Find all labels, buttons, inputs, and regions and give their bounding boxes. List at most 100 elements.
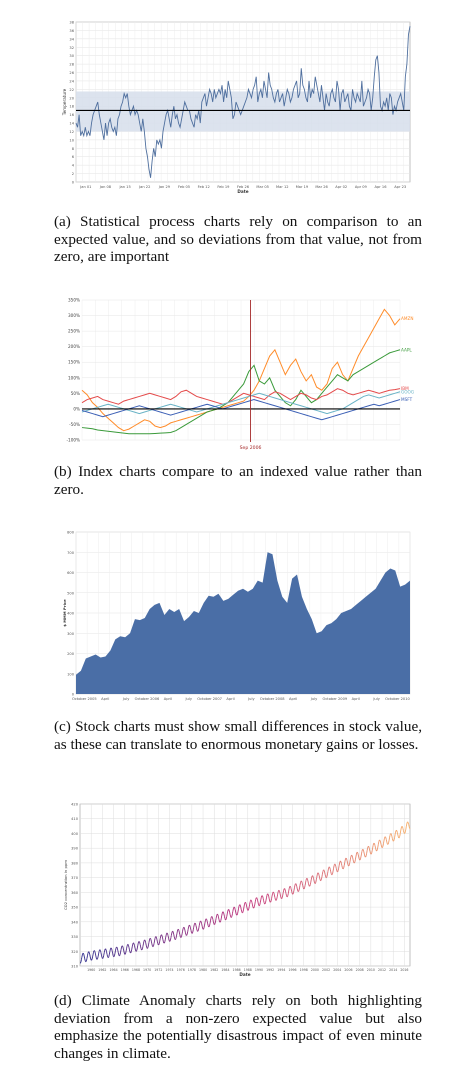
price-area bbox=[76, 552, 410, 694]
x-tick-label: April bbox=[164, 697, 172, 701]
x-tick-label: 1982 bbox=[210, 968, 218, 972]
y-tick-label: 20 bbox=[69, 96, 74, 100]
y-tick-label: 300% bbox=[68, 313, 80, 318]
series-label-goog: GOOG bbox=[401, 389, 414, 394]
y-tick-label: 150% bbox=[68, 360, 80, 365]
x-tick-label: April bbox=[352, 697, 360, 701]
y-tick-label: 0 bbox=[72, 693, 75, 697]
y-tick-label: 400 bbox=[71, 832, 79, 836]
series-label-aapl: AAPL bbox=[401, 347, 412, 352]
x-tick-label: 2004 bbox=[333, 968, 341, 972]
x-tick-label: April bbox=[226, 697, 234, 701]
x-tick-label: October 2006 bbox=[135, 697, 160, 701]
y-tick-label: 350 bbox=[71, 906, 79, 910]
x-tick-label: 1978 bbox=[188, 968, 196, 972]
y-tick-label: 350% bbox=[68, 298, 80, 303]
y-tick-label: 0 bbox=[72, 181, 75, 185]
series-label-amzn: AMZN bbox=[401, 316, 413, 321]
x-tick-label: 1986 bbox=[233, 968, 241, 972]
y-tick-label: 30 bbox=[69, 54, 74, 58]
y-tick-label: 370 bbox=[71, 876, 79, 880]
x-tick-label: 2008 bbox=[356, 968, 364, 972]
x-tick-label: Mar 05 bbox=[256, 185, 269, 189]
chart-c: 0 100 200 300 400 500 600 700 800 October 2005 Apr… bbox=[62, 531, 411, 702]
y-tick-label: 100 bbox=[67, 672, 75, 676]
y-tick-label: 310 bbox=[71, 965, 79, 969]
y-tick-label: 100% bbox=[68, 375, 80, 380]
x-tick-label: October 2007 bbox=[197, 697, 222, 701]
y-axis-title: Temperature bbox=[62, 88, 67, 116]
y-tick-label: 2 bbox=[72, 172, 74, 176]
x-tick-label: Apr 09 bbox=[355, 185, 368, 189]
y-tick-label: 38 bbox=[69, 21, 74, 25]
series-line-aapl bbox=[81, 349, 401, 435]
x-tick-label: Jan 29 bbox=[158, 185, 171, 189]
x-tick-label: 2000 bbox=[311, 968, 319, 972]
x-tick-label: Feb 26 bbox=[237, 185, 250, 189]
y-tick-label: 600 bbox=[67, 571, 75, 575]
x-axis-title: Date bbox=[237, 189, 248, 194]
series-line-ibm bbox=[81, 388, 401, 405]
y-tick-label: 4 bbox=[72, 164, 75, 168]
caption-b: (b) Index charts compare to an indexed v… bbox=[54, 463, 422, 498]
x-tick-label: 1980 bbox=[199, 968, 207, 972]
x-tick-label: 1988 bbox=[244, 968, 252, 972]
y-tick-label: 410 bbox=[71, 817, 79, 821]
series-line-goog bbox=[81, 391, 401, 415]
x-tick-label: October 2009 bbox=[323, 697, 348, 701]
x-tick-label: 2002 bbox=[322, 968, 330, 972]
x-tick-label: 2006 bbox=[344, 968, 352, 972]
x-tick-label: 1990 bbox=[255, 968, 263, 972]
x-tick-label: 2010 bbox=[367, 968, 375, 972]
y-tick-label: 200 bbox=[67, 652, 75, 656]
y-tick-label: 380 bbox=[71, 861, 79, 865]
plot-frame bbox=[79, 803, 411, 967]
chart-d-plot: 310 320 330 340 350 360 370 380 390 400 410 420 1960… bbox=[63, 803, 411, 977]
x-tick-label: 1972 bbox=[154, 968, 162, 972]
x-tick-label: Mar 12 bbox=[276, 185, 289, 189]
x-tick-label: 1962 bbox=[98, 968, 106, 972]
y-tick-label: 0% bbox=[73, 406, 80, 411]
y-tick-label: 34 bbox=[69, 37, 74, 41]
y-tick-label: 330 bbox=[71, 935, 79, 939]
x-tick-label: Mar 26 bbox=[315, 185, 328, 189]
caption-a: (a) Statistical process charts rely on c… bbox=[54, 213, 422, 265]
x-tick-label: 2016 bbox=[400, 968, 408, 972]
y-tick-label: 340 bbox=[71, 920, 79, 924]
temperature-line bbox=[75, 26, 411, 178]
x-tick-label: 1974 bbox=[165, 968, 173, 972]
x-tick-label: July bbox=[184, 697, 192, 701]
y-tick-label: 200% bbox=[68, 344, 80, 349]
y-tick-label: 12 bbox=[69, 130, 74, 134]
chart-b-plot: -100% -50% 0% 50% 100% 150% 200% 250% 300% 350% AM… bbox=[67, 298, 415, 452]
y-tick-label: 800 bbox=[67, 531, 75, 535]
x-tick-label: 2012 bbox=[378, 968, 386, 972]
x-axis-title: Date bbox=[239, 972, 250, 977]
x-tick-label: Apr 23 bbox=[394, 185, 406, 189]
series-label-msft: MSFT bbox=[401, 397, 413, 402]
y-tick-label: 36 bbox=[69, 29, 74, 33]
y-tick-label: 10 bbox=[69, 138, 74, 142]
x-tick-label: 1994 bbox=[277, 968, 285, 972]
x-tick-label: 1976 bbox=[177, 968, 185, 972]
y-tick-label: 250% bbox=[68, 329, 80, 334]
x-tick-label: 1996 bbox=[288, 968, 296, 972]
x-tick-label: October 2010 bbox=[385, 697, 410, 701]
chart-d: 310 320 330 340 350 360 370 380 390 400 410 420 1960… bbox=[63, 803, 411, 977]
y-tick-label: 390 bbox=[71, 847, 79, 851]
x-tick-label: 1964 bbox=[109, 968, 117, 972]
y-tick-label: 32 bbox=[69, 46, 74, 50]
x-tick-label: July bbox=[247, 697, 255, 701]
series-label-ibm: IBM bbox=[401, 386, 409, 391]
x-tick-label: Feb 12 bbox=[198, 185, 210, 189]
x-tick-label: Feb 19 bbox=[217, 185, 230, 189]
y-tick-label: 18 bbox=[69, 105, 74, 109]
x-tick-label: Jan 01 bbox=[79, 185, 91, 189]
x-tick-label: Feb 05 bbox=[178, 185, 190, 189]
x-tick-label: 1984 bbox=[221, 968, 229, 972]
y-tick-label: 28 bbox=[69, 63, 74, 67]
x-tick-label: Jan 08 bbox=[99, 185, 112, 189]
annotation-label: Sep 2006 bbox=[240, 445, 262, 451]
